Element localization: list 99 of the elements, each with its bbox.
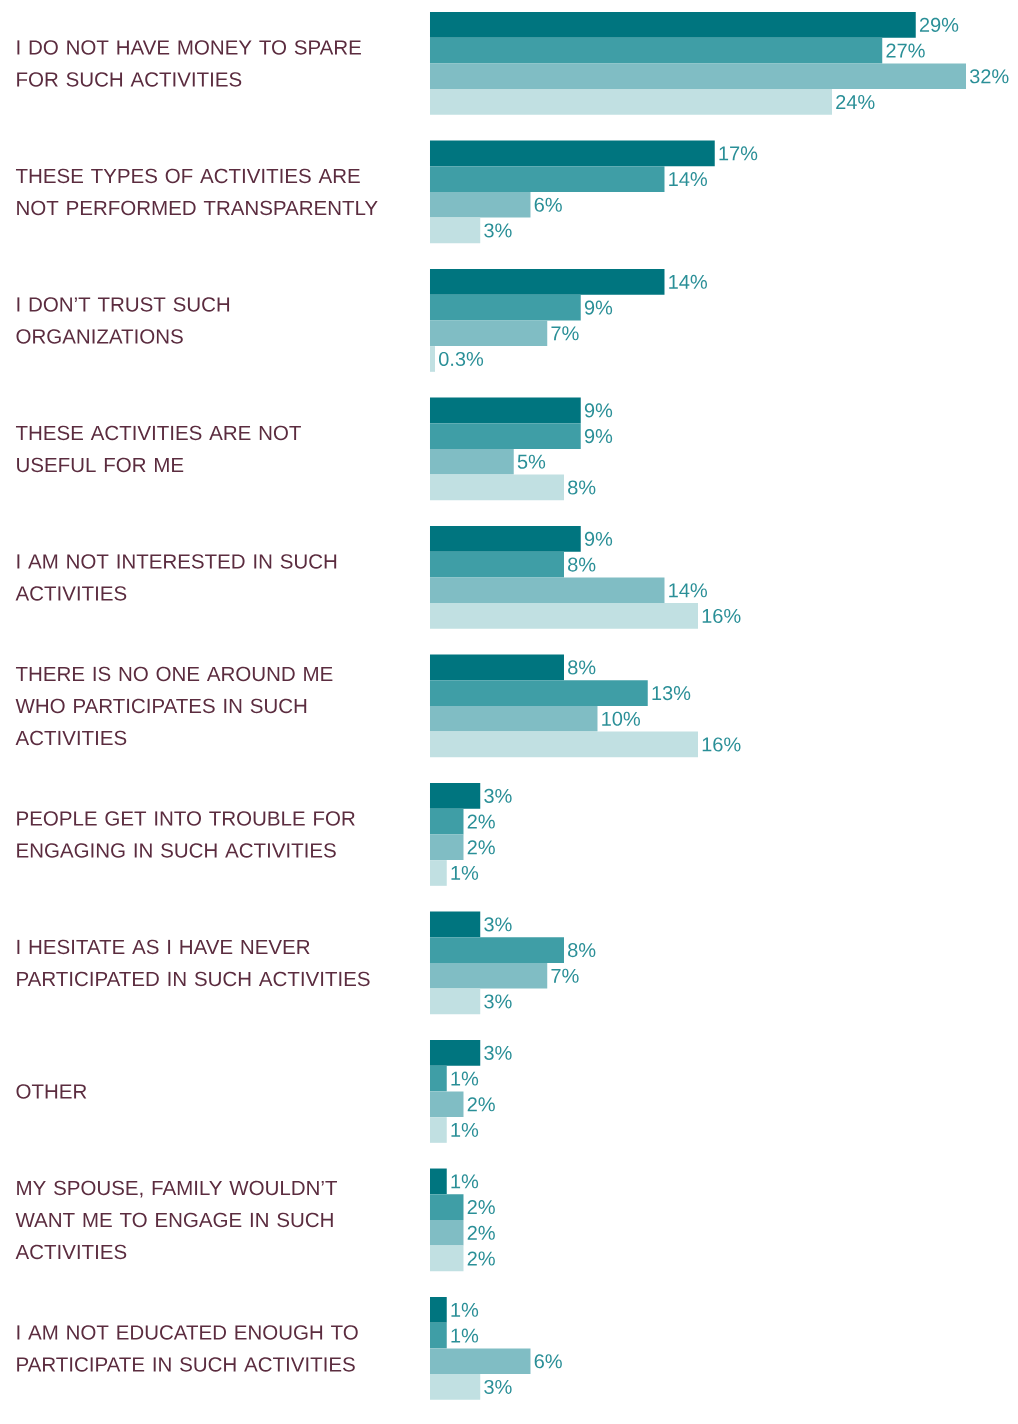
bar: [430, 962, 548, 989]
bar: [430, 577, 665, 604]
data-label: 3%: [484, 1379, 512, 1395]
bar: [430, 911, 481, 938]
data-label: 6%: [534, 197, 562, 212]
bar: [430, 1297, 447, 1323]
data-label: 1%: [451, 1302, 479, 1317]
data-label: 2%: [467, 1251, 495, 1266]
y-tick-label: I DO NOT HAVE MONEY TO SPARE FOR SUCH ACTIVITIES: [17, 40, 361, 87]
bar: [430, 1065, 447, 1092]
data-label: 1%: [451, 1174, 479, 1189]
data-label: 5%: [517, 454, 546, 469]
bar: [430, 551, 564, 578]
bar: [430, 474, 564, 501]
data-label: 2%: [467, 1097, 495, 1112]
bar: [430, 988, 481, 1015]
data-label: 9%: [584, 429, 613, 444]
bar: [430, 1194, 464, 1220]
bar: [430, 1168, 447, 1195]
y-tick-label: I DON’T TRUST SUCH ORGANIZATIONS: [16, 297, 230, 344]
bar: [430, 12, 916, 38]
bar: [430, 860, 447, 886]
data-label: 2%: [467, 840, 495, 855]
bar: [430, 423, 581, 449]
bar: [430, 140, 715, 167]
bar: [430, 37, 883, 64]
data-label: 0.3%: [439, 351, 484, 367]
bar: [430, 783, 481, 809]
bar: [430, 166, 665, 192]
data-label: 9%: [584, 403, 613, 418]
y-tick-label: OTHER: [16, 1084, 87, 1099]
bar: [430, 654, 564, 681]
y-tick-label: PEOPLE GET INTO TROUBLE FOR ENGAGING IN SUCH ACTIVITIES: [17, 811, 355, 858]
data-label: 14%: [669, 172, 707, 187]
bar: [430, 1348, 531, 1375]
data-label: 8%: [568, 480, 596, 495]
bar: [430, 937, 564, 963]
data-label: 16%: [702, 737, 741, 752]
data-label: 8%: [568, 943, 596, 958]
bar: [430, 217, 481, 244]
bar: [430, 269, 665, 295]
data-label: 2%: [467, 814, 495, 829]
data-label: 2%: [467, 1200, 495, 1215]
data-label: 7%: [551, 326, 579, 341]
bar: [430, 834, 464, 861]
data-label: 8%: [568, 557, 596, 572]
bar: [430, 191, 531, 218]
data-label: 3%: [484, 788, 512, 803]
bar: [430, 680, 648, 706]
bar: [430, 63, 966, 90]
bar: [430, 731, 698, 758]
data-label: 3%: [484, 994, 512, 1009]
y-tick-label: I AM NOT EDUCATED ENOUGH TO PARTICIPATE IN SUCH ACTIVITIES: [17, 1325, 358, 1372]
data-label: 7%: [551, 968, 579, 983]
data-label: 27%: [886, 43, 925, 58]
data-label: 14%: [669, 583, 707, 598]
y-tick-label: THESE ACTIVITIES ARE NOT USEFUL FOR ME: [15, 425, 301, 473]
data-label: 16%: [702, 608, 741, 624]
data-label: 3%: [484, 223, 512, 238]
data-label: 17%: [719, 146, 758, 161]
data-label: 2%: [467, 1225, 495, 1240]
data-label: 3%: [484, 1045, 512, 1060]
bar: [430, 1040, 481, 1066]
y-tick-label: I AM NOT INTERESTED IN SUCH ACTIVITIES: [15, 554, 337, 601]
bar: [430, 294, 581, 321]
data-label: 32%: [969, 69, 1009, 84]
bar: [430, 603, 698, 629]
bar: [430, 808, 464, 835]
data-label: 6%: [534, 1354, 562, 1369]
data-label: 14%: [669, 274, 707, 289]
data-label: 9%: [584, 531, 613, 546]
y-tick-label: THESE TYPES OF ACTIVITIES ARE NOT PERFORMED TRANSPARENTLY: [15, 168, 378, 216]
bar: [430, 1374, 481, 1400]
bar: [430, 1322, 447, 1349]
data-label: 1%: [451, 1328, 479, 1343]
data-label: 29%: [919, 17, 959, 32]
data-label: 3%: [484, 917, 512, 932]
data-label: 1%: [451, 865, 479, 880]
data-label: 1%: [451, 1071, 479, 1086]
data-label: 24%: [836, 94, 875, 109]
y-tick-label: MY SPOUSE, FAMILY WOULDN’T WANT ME TO ENGAGE IN SUCH ACTIVITIES: [15, 1180, 337, 1260]
bar: [430, 1219, 464, 1246]
bar: [430, 1091, 464, 1118]
bar: [430, 1117, 447, 1143]
bar: [430, 89, 832, 115]
bar: [430, 397, 581, 424]
bar: [430, 1245, 464, 1272]
bar: [430, 705, 598, 732]
bar: [430, 346, 436, 372]
data-label: 8%: [568, 660, 596, 675]
data-label: 10%: [602, 711, 640, 726]
data-label: 13%: [652, 686, 691, 701]
y-tick-label: THERE IS NO ONE AROUND ME WHO PARTICIPATES IN SUCH ACTIVITIES: [15, 666, 333, 746]
bar: [430, 320, 548, 347]
bar: [430, 448, 514, 475]
data-label: 9%: [584, 300, 613, 315]
y-tick-label: I HESITATE AS I HAVE NEVER PARTICIPATED IN SUCH ACTIVITIES: [17, 939, 370, 987]
data-label: 1%: [451, 1122, 479, 1137]
bar: [430, 526, 581, 552]
